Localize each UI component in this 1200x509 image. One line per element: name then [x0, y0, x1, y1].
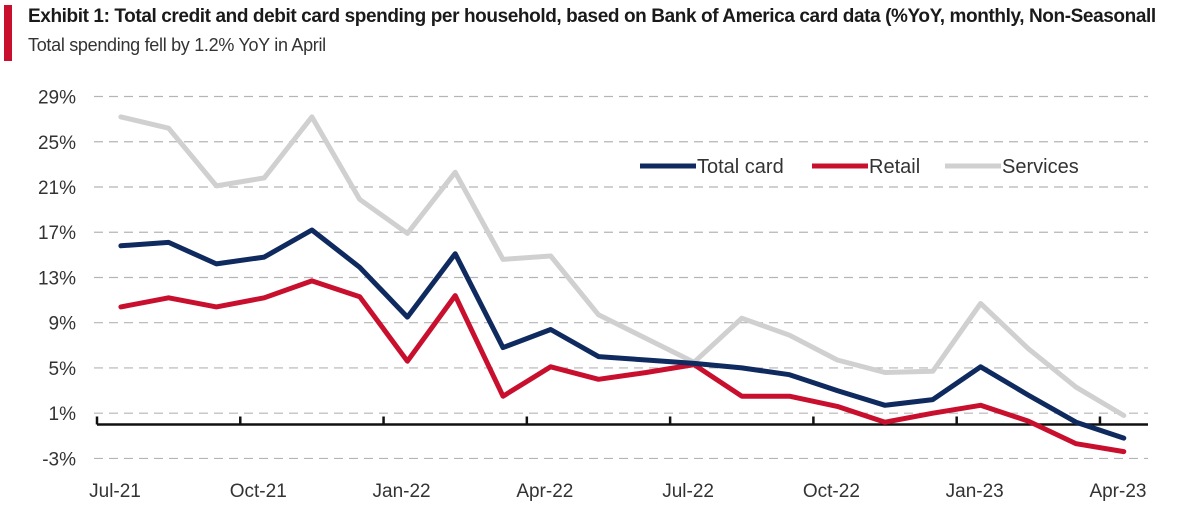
- x-axis-labels: Jul-21 Oct-21 Jan-22 Apr-22 Jul-22 Oct-22 Jan-…: [89, 481, 1146, 502]
- y-tick-label: 13%: [38, 268, 76, 289]
- x-tick-label: Oct-21: [230, 481, 287, 502]
- series-line-total-card: [118, 227, 1127, 441]
- x-tick-label: Jan-22: [373, 481, 431, 502]
- x-axis: [95, 416, 1148, 426]
- series-line-services: [118, 114, 1127, 418]
- legend-label-total-card: Total card: [697, 156, 784, 178]
- x-tick-label: Oct-22: [803, 481, 860, 502]
- y-tick-label: 29%: [38, 88, 76, 109]
- y-tick-label: -3%: [42, 449, 76, 470]
- x-tick-label: Apr-22: [516, 481, 573, 502]
- chart-subtitle: Total spending fell by 1.2% YoY in April: [28, 35, 326, 55]
- y-tick-label: 21%: [38, 178, 76, 199]
- legend: Total card Retail Services: [640, 156, 1079, 178]
- y-tick-label: 5%: [49, 359, 77, 380]
- y-tick-label: 9%: [49, 314, 77, 335]
- series-lines: [118, 114, 1127, 455]
- y-axis-labels: 29% 25% 21% 17% 13% 9% 5% 1% -3%: [38, 88, 76, 471]
- x-tick-label: Jul-22: [662, 481, 714, 502]
- y-tick-label: 25%: [38, 133, 76, 154]
- legend-label-retail: Retail: [869, 156, 920, 178]
- gridlines: [94, 95, 1148, 460]
- series-line-retail: [118, 278, 1127, 455]
- x-tick-label: Jul-21: [89, 481, 141, 502]
- accent-bar: [4, 5, 12, 61]
- legend-label-services: Services: [1002, 156, 1079, 178]
- chart-title: Exhibit 1: Total credit and debit card s…: [28, 6, 1156, 27]
- y-tick-label: 1%: [49, 404, 77, 425]
- x-tick-label: Jan-23: [946, 481, 1004, 502]
- y-tick-label: 17%: [38, 223, 76, 244]
- x-tick-label: Apr-23: [1089, 481, 1146, 502]
